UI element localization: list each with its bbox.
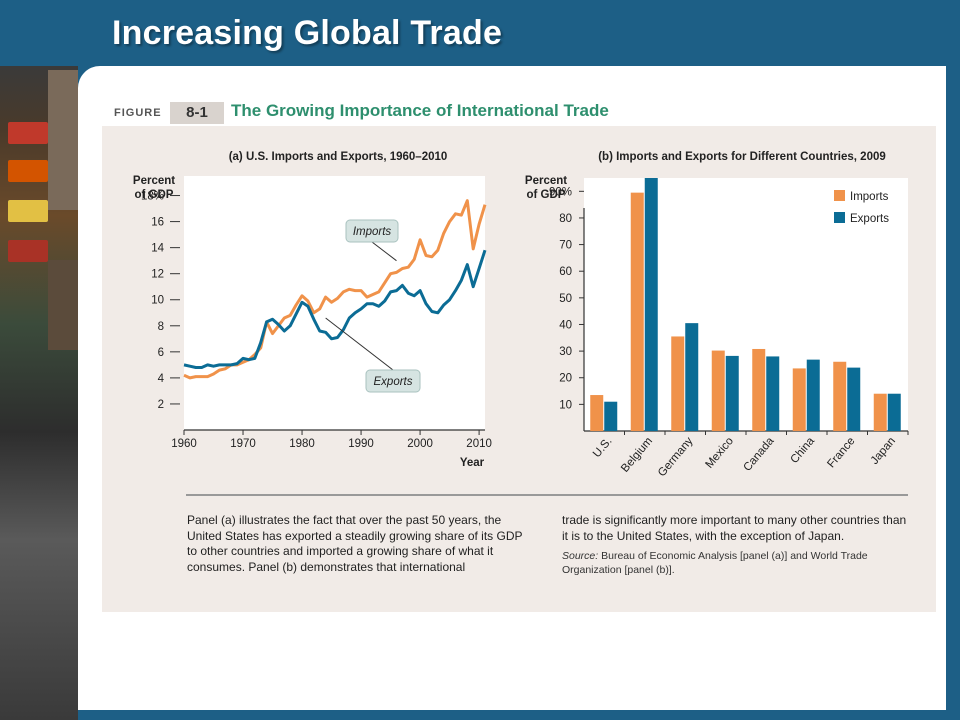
bar-imports-mexico <box>711 350 725 431</box>
chart-a-series-exports <box>183 249 487 369</box>
annotation-leader <box>371 241 397 262</box>
legend-swatch-exports <box>834 212 845 223</box>
bar-exports-mexico <box>725 355 739 431</box>
chart-b-title: (b) Imports and Exports for Different Co… <box>598 151 886 163</box>
chart-b-y-tick-label: 80 <box>559 213 572 225</box>
chart-b-category-label: Germany <box>656 435 696 479</box>
chart-b-y-tick-label: 10 <box>559 399 572 411</box>
title-bar: Increasing Global Trade <box>0 0 960 66</box>
frame-edge-bottom <box>78 710 960 720</box>
chart-b-y-tick-label: 90% <box>549 186 572 198</box>
bar-imports-belgium <box>630 192 644 431</box>
figure-title: The Growing Importance of International … <box>231 101 609 120</box>
chart-a-x-tick-label: 1990 <box>348 438 374 450</box>
bar-imports-canada <box>752 348 766 431</box>
chart-b-category-label: U.S. <box>591 435 615 460</box>
chart-a-title: (a) U.S. Imports and Exports, 1960–2010 <box>229 151 448 163</box>
chart-a-y-tick-label: 14 <box>151 243 164 255</box>
chart-b-y-tick-label: 50 <box>559 293 572 305</box>
chart-a: (a) U.S. Imports and Exports, 1960–2010 … <box>133 151 492 469</box>
chart-b-y-tick-label: 60 <box>559 266 572 278</box>
chart-b-category-label: France <box>825 435 857 470</box>
bar-imports-us <box>590 395 604 431</box>
figure-label: FIGURE <box>114 107 162 119</box>
bar-exports-france <box>847 367 861 431</box>
chart-a-x-tick-label: 1980 <box>289 438 315 450</box>
chart-b-ylabel: Percent of GDP <box>525 175 567 201</box>
chart-a-x-tick-label: 1960 <box>171 438 197 450</box>
bar-imports-china <box>792 368 806 431</box>
bar-exports-us <box>604 401 618 431</box>
figure-header <box>102 96 936 126</box>
chart-a-y-tick-label: 18% <box>141 191 164 203</box>
annotation-label-exports: Exports <box>374 376 413 388</box>
chart-a-y-tick-label: 6 <box>158 347 164 359</box>
chart-b: (b) Imports and Exports for Different Co… <box>525 151 909 479</box>
chart-b-category-label: Canada <box>741 435 776 474</box>
caption-left: Panel (a) illustrates the fact that over… <box>187 513 523 574</box>
bar-imports-germany <box>671 336 685 431</box>
frame-edge-right <box>946 66 960 720</box>
caption-divider <box>186 494 908 496</box>
bar-imports-japan <box>873 393 887 431</box>
chart-b-category-label: Belgium <box>619 435 655 475</box>
bar-exports-belgium <box>644 178 658 431</box>
chart-a-y-tick-label: 4 <box>158 373 165 385</box>
chart-b-y-tick-label: 20 <box>559 373 572 385</box>
slide-title: Increasing Global Trade <box>112 14 503 52</box>
legend-label-imports: Imports <box>850 191 889 203</box>
chart-a-y-tick-label: 16 <box>151 217 164 229</box>
bar-exports-japan <box>887 393 901 431</box>
caption-right: trade is significantly more important to… <box>562 513 912 577</box>
source-note: Source: Bureau of Economic Analysis [pan… <box>562 550 912 577</box>
chart-a-plot-area <box>184 176 485 430</box>
bar-exports-china <box>806 359 820 431</box>
bar-exports-germany <box>685 323 699 431</box>
chart-a-y-tick-label: 12 <box>151 269 164 281</box>
chart-a-x-tick-label: 2010 <box>466 438 492 450</box>
chart-a-x-tick-label: 1970 <box>230 438 256 450</box>
chart-b-y-tick-label: 30 <box>559 346 572 358</box>
source-text: Bureau of Economic Analysis [panel (a)] … <box>562 550 868 576</box>
chart-b-category-label: China <box>789 435 818 466</box>
annotation-box <box>345 219 399 243</box>
street-photo <box>0 0 78 720</box>
chart-b-y-tick-label: 70 <box>559 240 572 252</box>
chart-a-ylabel: Percent of GDP <box>133 175 175 201</box>
chart-a-y-tick-label: 2 <box>158 399 164 411</box>
figure-number: 8-1 <box>170 102 224 124</box>
chart-b-category-label: Mexico <box>703 435 736 471</box>
annotation-leader <box>325 317 394 371</box>
chart-b-category-label: Japan <box>869 435 898 467</box>
chart-b-y-tick-label: 40 <box>559 319 572 331</box>
annotation-box <box>365 369 421 393</box>
bar-imports-france <box>833 361 847 431</box>
annotation-label-imports: Imports <box>353 226 392 238</box>
chart-a-xlabel: Year <box>460 457 485 469</box>
caption-right-text: trade is significantly more important to… <box>562 513 907 543</box>
chart-a-y-tick-label: 10 <box>151 295 164 307</box>
chart-a-y-tick-label: 8 <box>158 321 164 333</box>
bar-exports-canada <box>766 356 780 431</box>
chart-a-x-tick-label: 2000 <box>407 438 433 450</box>
legend-swatch-imports <box>834 190 845 201</box>
source-label: Source: <box>562 550 599 562</box>
legend-label-exports: Exports <box>850 213 889 225</box>
